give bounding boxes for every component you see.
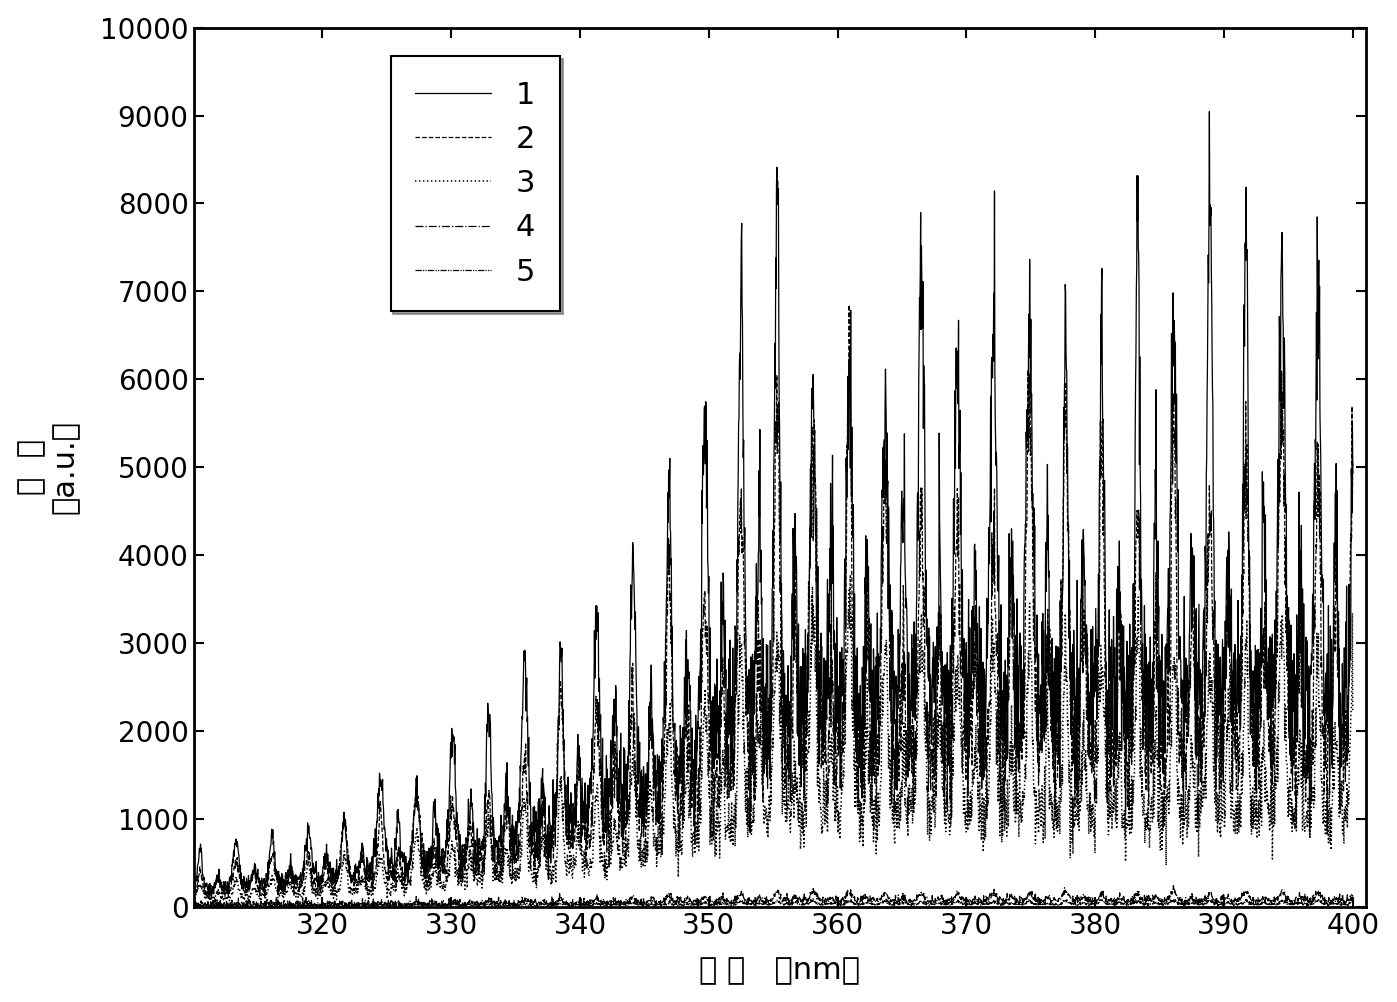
4 xyxy=(1197,891,1214,903)
4 xyxy=(1165,880,1182,892)
Line: 2: 2 xyxy=(194,305,1352,899)
1 xyxy=(317,849,334,861)
5 xyxy=(1344,896,1361,908)
Line: 5: 5 xyxy=(194,898,1352,907)
5 xyxy=(200,901,217,913)
5 xyxy=(1197,898,1214,910)
4 xyxy=(1344,891,1361,903)
3 xyxy=(317,879,334,891)
2 xyxy=(317,864,334,876)
5 xyxy=(630,899,647,911)
2 xyxy=(1197,671,1214,683)
4 xyxy=(630,897,647,909)
Line: 1: 1 xyxy=(194,111,1352,899)
4 xyxy=(387,898,404,910)
2 xyxy=(680,730,697,742)
4 xyxy=(250,901,267,913)
5 xyxy=(680,899,697,911)
1 xyxy=(387,833,404,845)
2 xyxy=(841,299,858,311)
1 xyxy=(630,720,647,732)
5 xyxy=(317,900,334,912)
5 xyxy=(186,900,203,912)
3 xyxy=(387,879,404,891)
3 xyxy=(1197,794,1214,806)
2 xyxy=(1322,675,1338,687)
3 xyxy=(842,569,859,581)
1 xyxy=(680,672,697,684)
3 xyxy=(186,893,203,905)
3 xyxy=(630,839,647,851)
5 xyxy=(387,900,404,912)
2 xyxy=(1344,456,1361,468)
4 xyxy=(1323,894,1340,906)
3 xyxy=(680,813,697,825)
4 xyxy=(317,900,334,912)
Line: 3: 3 xyxy=(194,575,1352,903)
4 xyxy=(680,896,697,908)
Line: 4: 4 xyxy=(194,886,1352,907)
2 xyxy=(386,876,402,888)
1 xyxy=(1344,468,1361,480)
2 xyxy=(186,893,203,905)
5 xyxy=(1323,899,1340,911)
3 xyxy=(1323,802,1340,814)
2 xyxy=(630,811,647,823)
1 xyxy=(201,893,218,905)
3 xyxy=(203,897,219,909)
Y-axis label: 强  度
（a.u.）: 强 度 （a.u.） xyxy=(17,420,80,514)
1 xyxy=(1197,553,1214,565)
1 xyxy=(1201,105,1218,117)
3 xyxy=(1344,705,1361,717)
Legend: 1, 2, 3, 4, 5: 1, 2, 3, 4, 5 xyxy=(391,56,560,312)
1 xyxy=(1323,727,1340,739)
1 xyxy=(186,882,203,894)
X-axis label: 波 长   （nm）: 波 长 （nm） xyxy=(698,956,861,985)
4 xyxy=(186,897,203,909)
5 xyxy=(1200,892,1217,904)
